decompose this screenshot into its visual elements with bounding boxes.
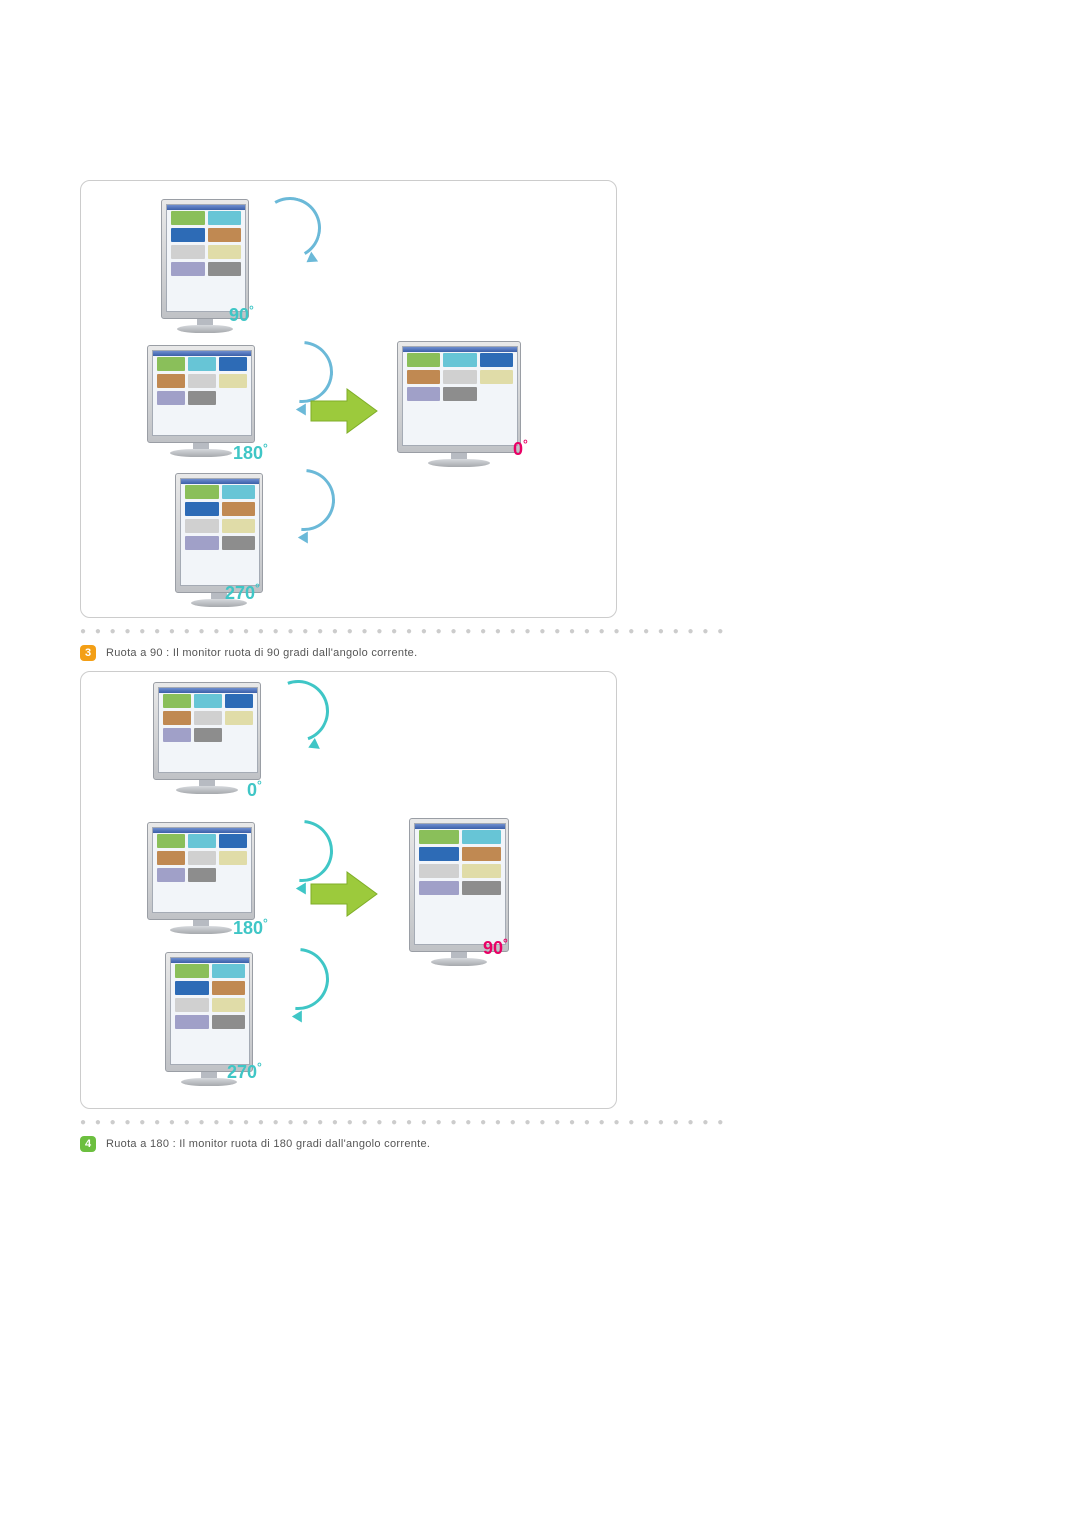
result-arrow-icon	[309, 387, 379, 435]
diagram-panel-2: 0° 180° 270° 90°	[80, 671, 617, 1109]
angle-label: 180°	[233, 916, 268, 939]
monitor-icon	[397, 341, 521, 467]
separator-dots: ● ● ● ● ● ● ● ● ● ● ● ● ● ● ● ● ● ● ● ● …	[80, 1117, 726, 1128]
rotation-arc-icon	[260, 456, 347, 543]
diagram-panel-1: 90° 180° 270° 0°	[80, 180, 617, 618]
rotation-arc-icon	[254, 935, 341, 1022]
caption-row-2: 4 Ruota a 180 : Il monitor ruota di 180 …	[80, 1136, 726, 1152]
separator-dots: ● ● ● ● ● ● ● ● ● ● ● ● ● ● ● ● ● ● ● ● …	[80, 626, 726, 637]
caption-text-1: Ruota a 90 : Il monitor ruota di 90 grad…	[106, 647, 417, 659]
result-arrow-icon	[309, 870, 379, 918]
angle-label: 0°	[513, 437, 528, 460]
caption-text-2: Ruota a 180 : Il monitor ruota di 180 gr…	[106, 1138, 430, 1150]
angle-label: 180°	[233, 441, 268, 464]
rotation-arc-icon	[257, 671, 339, 752]
angle-label: 270°	[227, 1060, 262, 1083]
angle-label: 0°	[247, 778, 262, 801]
caption-row-1: 3 Ruota a 90 : Il monitor ruota di 90 gr…	[80, 645, 726, 661]
angle-label: 270°	[225, 581, 260, 604]
bullet-4: 4	[80, 1136, 96, 1152]
document-page: 90° 180° 270° 0° ● ● ● ● ● ● ● ● ● ● ● ● ● …	[0, 0, 1080, 1527]
rotation-arc-icon	[252, 190, 328, 266]
angle-label: 90°	[229, 303, 254, 326]
angle-label: 90°	[483, 936, 508, 959]
content-column: 90° 180° 270° 0° ● ● ● ● ● ● ● ● ● ● ● ● ● …	[80, 180, 726, 1162]
bullet-3: 3	[80, 645, 96, 661]
monitor-icon	[153, 682, 261, 794]
